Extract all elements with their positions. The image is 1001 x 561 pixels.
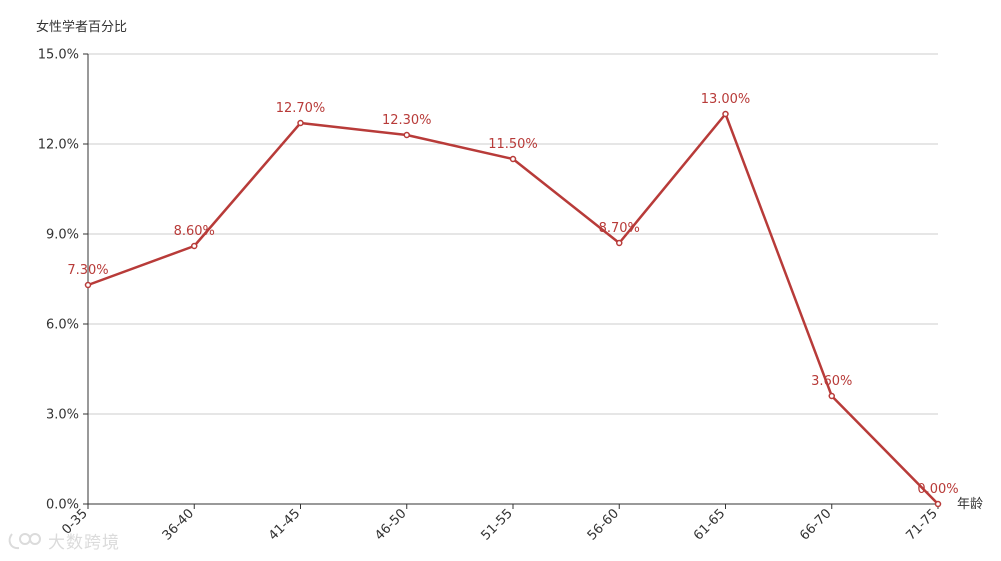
data-point	[934, 500, 942, 508]
x-tick-label: 61-65	[691, 506, 728, 543]
y-tick-labels: 0.0% 3.0% 6.0% 9.0% 12.0% 15.0%	[38, 48, 79, 513]
x-axis-title: 年龄	[957, 497, 983, 512]
data-point	[191, 242, 198, 250]
data-label: 11.50%	[488, 137, 538, 152]
y-tick-label: 6.0%	[46, 318, 79, 333]
y-axis-title: 女性学者百分比	[36, 19, 127, 35]
x-tick-labels: 0-35 36-40 41-45 46-50 51-55 56-60 61-65 66-70 7…	[59, 506, 940, 543]
watermark-logo-icon	[8, 532, 41, 549]
x-tick-label: 71-75	[904, 506, 941, 543]
y-tick-label: 3.0%	[46, 408, 79, 423]
y-tick-label: 15.0%	[38, 48, 79, 63]
data-points	[84, 110, 942, 508]
data-point	[616, 239, 623, 247]
data-label: 8.70%	[599, 221, 640, 236]
data-labels: 7.30% 8.60% 12.70% 12.30% 11.50% 8.70% 13.00% 3…	[67, 92, 958, 497]
data-point	[403, 131, 410, 139]
data-point	[509, 155, 517, 163]
axes	[83, 53, 939, 509]
data-point	[297, 119, 304, 127]
x-tick-label: 36-40	[160, 506, 197, 543]
series-line-layer	[87, 112, 939, 505]
data-label: 0.00%	[917, 482, 958, 497]
data-point	[84, 281, 92, 289]
y-tick-label: 9.0%	[46, 228, 79, 243]
x-tick-label: 51-55	[479, 506, 516, 543]
grid-lines	[88, 53, 938, 415]
data-point	[722, 110, 729, 118]
y-tick-label: 0.0%	[46, 498, 79, 513]
x-tick-label: 56-60	[585, 506, 622, 543]
x-tick-label: 66-70	[797, 506, 834, 543]
data-label: 8.60%	[174, 224, 215, 239]
watermark: 大数跨境	[8, 528, 120, 553]
y-tick-label: 12.0%	[38, 138, 79, 153]
series-line	[87, 112, 939, 505]
data-label: 7.30%	[67, 263, 108, 278]
data-label: 12.70%	[276, 101, 326, 116]
watermark-text: 大数跨境	[48, 533, 120, 553]
data-label: 13.00%	[701, 92, 751, 107]
data-label: 12.30%	[382, 113, 432, 128]
data-label: 3.60%	[811, 374, 852, 389]
data-point	[828, 392, 835, 400]
x-tick-label: 41-45	[266, 506, 303, 543]
x-tick-label: 46-50	[372, 506, 409, 543]
